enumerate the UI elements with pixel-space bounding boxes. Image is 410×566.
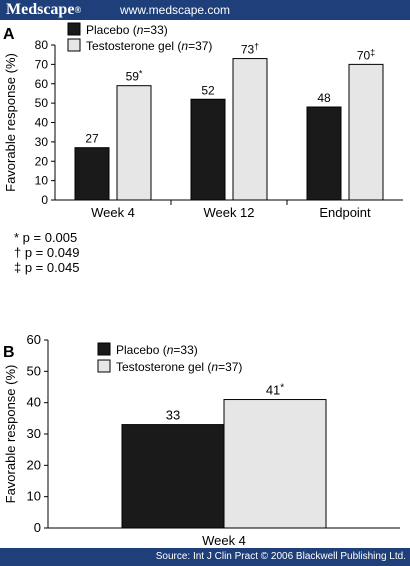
x-tick-label: Week 12 bbox=[203, 205, 254, 220]
bar-value-label: 73† bbox=[241, 42, 259, 57]
bar-value-label: 59* bbox=[126, 69, 143, 84]
header-bar: Medscape® www.medscape.com bbox=[0, 0, 410, 20]
legend-swatch-testosterone bbox=[97, 359, 111, 373]
legend-label: Placebo (n=33) bbox=[86, 23, 168, 37]
source-credit: Source: Int J Clin Pract © 2006 Blackwel… bbox=[155, 551, 406, 562]
bar-chart-figure: A 0 10 20 30 40 50 60 70 80 Favorable response (%)… bbox=[3, 22, 403, 548]
legend-label: Testosterone gel (n=37) bbox=[116, 360, 242, 374]
bar-placebo bbox=[190, 98, 226, 201]
y-tick-label: 20 bbox=[27, 457, 41, 472]
bar-value-label: 48 bbox=[317, 91, 331, 105]
brand-name: Medscape bbox=[6, 1, 75, 18]
bar-placebo bbox=[74, 147, 110, 201]
legend-swatch-placebo bbox=[97, 342, 111, 356]
brand-mark: ® bbox=[74, 5, 82, 15]
y-tick-label: 50 bbox=[27, 363, 41, 378]
bar-testosterone bbox=[348, 63, 384, 201]
legend-label: Testosterone gel (n=37) bbox=[86, 39, 212, 53]
y-axis-label: Favorable response (%) bbox=[3, 365, 18, 504]
y-tick-label: 20 bbox=[35, 154, 49, 168]
x-tick-label: Endpoint bbox=[319, 205, 371, 220]
bar-placebo bbox=[306, 106, 342, 201]
chart-panel-b: B 0 10 20 30 40 50 60 Favorable response (%) Week… bbox=[3, 332, 400, 548]
bar-testosterone bbox=[232, 58, 268, 201]
y-tick-label: 10 bbox=[27, 489, 41, 504]
y-tick-label: 0 bbox=[41, 193, 48, 207]
bar-value-label: 52 bbox=[201, 83, 215, 97]
panel-letter: B bbox=[3, 344, 15, 361]
legend-swatch-placebo bbox=[67, 22, 81, 36]
footer-bar: Source: Int J Clin Pract © 2006 Blackwel… bbox=[0, 548, 410, 566]
bar-value-label: 41* bbox=[266, 383, 284, 398]
y-tick-label: 70 bbox=[35, 57, 49, 71]
legend-swatch-testosterone bbox=[67, 38, 81, 52]
brand-logo[interactable]: Medscape® bbox=[6, 1, 81, 19]
footnote-p-value: ‡ p = 0.045 bbox=[14, 260, 79, 275]
bar-testosterone bbox=[116, 85, 152, 201]
y-tick-label: 60 bbox=[35, 77, 49, 91]
site-url-link[interactable]: www.medscape.com bbox=[120, 3, 231, 17]
bar-value-label: 27 bbox=[85, 132, 99, 146]
y-axis-label: Favorable response (%) bbox=[3, 53, 18, 192]
bar-testosterone bbox=[223, 399, 327, 529]
bar-value-label: 70‡ bbox=[357, 47, 375, 62]
y-tick-label: 50 bbox=[35, 96, 49, 110]
footnote-p-value: * p = 0.005 bbox=[14, 230, 77, 245]
y-tick-label: 30 bbox=[27, 426, 41, 441]
x-tick-label: Week 4 bbox=[202, 533, 246, 548]
chart-panel-a: A 0 10 20 30 40 50 60 70 80 Favorable response (%)… bbox=[3, 22, 403, 275]
bar-placebo bbox=[121, 424, 225, 529]
y-tick-label: 60 bbox=[27, 332, 41, 347]
bar-value-label: 33 bbox=[166, 408, 180, 423]
y-tick-label: 80 bbox=[35, 38, 49, 52]
y-tick-label: 40 bbox=[27, 395, 41, 410]
footnote-p-value: † p = 0.049 bbox=[14, 245, 79, 260]
y-tick-label: 40 bbox=[35, 116, 49, 130]
y-tick-label: 10 bbox=[35, 174, 49, 188]
legend-label: Placebo (n=33) bbox=[116, 343, 198, 357]
x-tick-label: Week 4 bbox=[91, 205, 135, 220]
y-tick-label: 0 bbox=[34, 520, 41, 535]
y-tick-label: 30 bbox=[35, 135, 49, 149]
panel-letter: A bbox=[3, 26, 15, 43]
